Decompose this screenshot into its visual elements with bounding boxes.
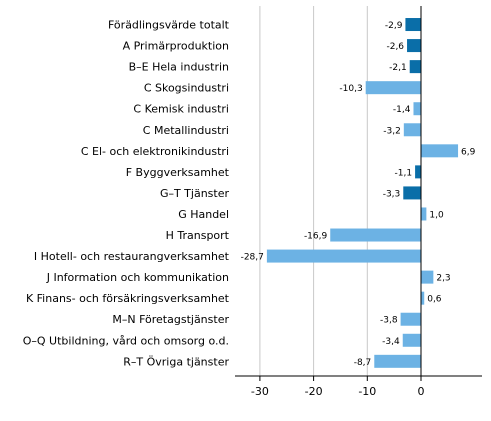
bar [421, 291, 425, 305]
bar [403, 186, 421, 200]
value-label: -3,8 [380, 316, 398, 326]
category-label: Förädlingsvärde totalt [108, 19, 230, 32]
category-label: J Information och kommunikation [46, 271, 229, 284]
bar [421, 270, 434, 284]
value-label: 2,3 [436, 274, 450, 284]
value-label: 1,0 [429, 210, 444, 220]
x-tick-label: 0 [418, 385, 425, 398]
bar [330, 228, 421, 242]
x-tick-label: -30 [251, 385, 269, 398]
value-label: -3,2 [383, 126, 401, 136]
value-label: 6,9 [461, 147, 476, 157]
category-label: C Metallindustri [143, 124, 229, 137]
labels: Förädlingsvärde totalt -2,9 A Primärproduk… [23, 19, 476, 398]
gridlines [259, 6, 368, 376]
category-label: O–Q Utbildning, vård och omsorg o.d. [23, 334, 229, 347]
category-label: H Transport [166, 229, 230, 242]
x-tick-label: -20 [305, 385, 323, 398]
category-label: G–T Tjänster [160, 187, 230, 200]
category-label: M–N Företagstjänster [112, 313, 229, 326]
category-label: G Handel [178, 208, 229, 221]
category-label: I Hotell- och restaurangverksamhet [34, 250, 230, 263]
value-label: -2,9 [385, 21, 403, 31]
axes [235, 6, 482, 381]
bar [421, 207, 427, 221]
category-label: R–T Övriga tjänster [123, 355, 229, 368]
category-label: C Skogsindustri [144, 82, 229, 95]
bar [421, 144, 459, 158]
bar [407, 39, 421, 53]
value-label: -3,3 [383, 189, 401, 199]
category-label: F Byggverksamhet [126, 166, 230, 179]
bar [403, 123, 421, 137]
category-label: B–E Hela industrin [129, 61, 229, 74]
x-tick-label: -10 [358, 385, 376, 398]
category-label: C El- och elektronikindustri [81, 145, 229, 158]
value-label: -16,9 [304, 232, 328, 242]
bars [266, 18, 459, 368]
value-label: -28,7 [241, 253, 264, 263]
category-label: K Finans- och försäkringsverksamhet [26, 292, 230, 305]
category-label: C Kemisk industri [133, 103, 229, 116]
value-label: -1,1 [395, 168, 413, 178]
value-label: -3,4 [382, 337, 400, 347]
bar [415, 165, 421, 179]
value-label: -10,3 [339, 84, 362, 94]
bar [405, 18, 421, 32]
bar [266, 249, 421, 263]
bar [365, 81, 421, 95]
value-label: -2,1 [389, 63, 407, 73]
bar [413, 102, 421, 116]
value-label: -8,7 [354, 358, 372, 368]
value-label: -2,6 [386, 42, 404, 52]
bar [400, 312, 421, 326]
bar [409, 60, 421, 74]
value-label: 0,6 [427, 295, 442, 305]
bar [402, 333, 421, 347]
value-label: -1,4 [393, 105, 411, 115]
category-label: A Primärproduktion [123, 40, 229, 53]
bar [374, 354, 421, 368]
